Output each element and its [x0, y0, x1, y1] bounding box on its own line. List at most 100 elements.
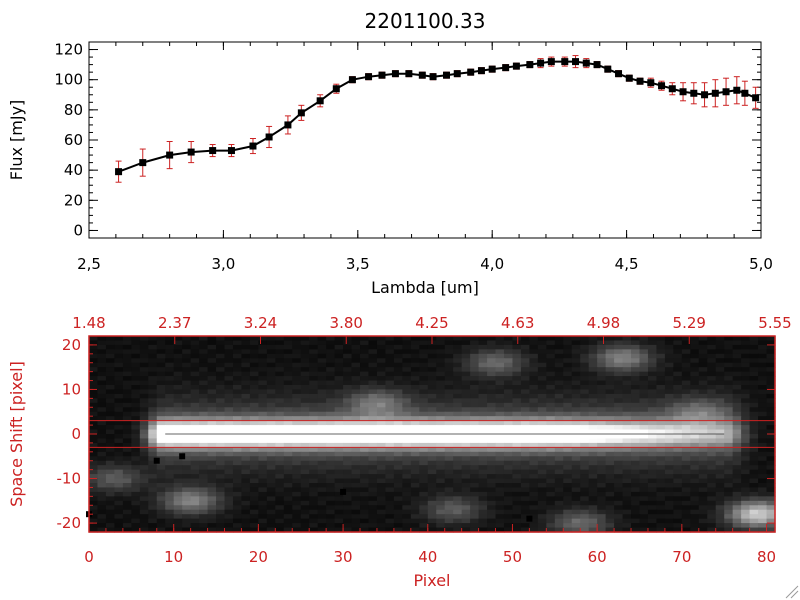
image-pixel	[410, 380, 420, 386]
image-pixel	[580, 398, 590, 404]
image-pixel	[546, 500, 556, 506]
image-pixel	[520, 407, 530, 413]
image-pixel	[580, 389, 590, 395]
image-pixel	[249, 376, 259, 382]
image-pixel	[292, 509, 302, 515]
image-pixel	[393, 376, 403, 382]
image-pixel	[631, 527, 641, 533]
image-pixel	[89, 425, 99, 431]
image-pixel	[258, 487, 268, 493]
image-pixel	[283, 460, 293, 466]
image-pixel	[275, 336, 285, 342]
image-pixel	[622, 496, 632, 502]
image-pixel	[690, 353, 700, 359]
image-pixel	[732, 407, 742, 413]
image-pixel	[436, 434, 446, 440]
image-pixel	[275, 398, 285, 404]
image-pixel	[266, 438, 276, 444]
image-pixel	[673, 367, 683, 373]
image-pixel	[190, 416, 200, 422]
image-pixel	[647, 389, 658, 395]
image-pixel	[520, 429, 530, 435]
image-pixel	[766, 340, 776, 346]
image-pixel	[334, 380, 344, 386]
image-pixel	[156, 438, 166, 444]
image-pixel	[207, 416, 217, 422]
image-pixel	[580, 514, 590, 520]
image-pixel	[758, 358, 768, 364]
image-pixel	[334, 407, 344, 413]
image-pixel	[283, 420, 293, 426]
image-pixel	[190, 483, 200, 489]
image-pixel	[368, 527, 378, 533]
image-pixel	[647, 358, 658, 364]
image-pixel	[173, 434, 183, 440]
image-pixel	[385, 336, 395, 342]
image-pixel	[478, 393, 488, 399]
image-pixel	[148, 420, 158, 426]
image-pixel	[554, 505, 564, 511]
image-pixel	[571, 362, 581, 368]
image-pixel	[698, 509, 708, 515]
image-pixel	[402, 514, 412, 520]
image-pixel	[368, 393, 378, 399]
image-pixel	[622, 509, 632, 515]
image-pixel	[207, 385, 217, 391]
image-pixel	[165, 402, 175, 408]
image-pixel	[190, 371, 200, 377]
image-pixel	[656, 500, 666, 506]
image-pixel	[741, 340, 751, 346]
image-pixel	[758, 491, 768, 497]
image-pixel	[690, 367, 700, 373]
image-pixel	[715, 349, 725, 355]
image-pixel	[478, 349, 488, 355]
image-pixel	[529, 447, 539, 453]
image-pixel	[749, 434, 759, 440]
image-pixel	[741, 451, 751, 457]
image-pixel	[334, 523, 344, 529]
image-pixel	[690, 523, 700, 529]
image-pixel	[444, 474, 454, 480]
image-pixel	[766, 474, 776, 480]
image-pixel	[529, 527, 539, 533]
image-pixel	[275, 505, 285, 511]
image-pixel	[173, 376, 183, 382]
image-pixel	[97, 491, 107, 497]
image-pixel	[410, 465, 420, 471]
image-pixel	[580, 434, 590, 440]
image-pixel	[410, 425, 420, 431]
image-pixel	[580, 393, 590, 399]
image-pixel	[673, 398, 683, 404]
image-pixel	[300, 398, 310, 404]
image-pixel	[537, 358, 547, 364]
image-pixel	[266, 425, 276, 431]
image-pixel	[520, 425, 530, 431]
image-pixel	[326, 465, 336, 471]
image-pixel	[266, 447, 276, 453]
image-pixel	[216, 420, 226, 426]
data-point	[405, 70, 413, 78]
image-pixel	[419, 344, 429, 350]
image-pixel	[605, 336, 615, 342]
image-pixel	[758, 353, 768, 359]
image-pixel	[385, 478, 395, 484]
image-pixel	[470, 442, 480, 448]
image-pixel	[343, 434, 353, 440]
image-pixel	[520, 509, 530, 515]
image-pixel	[436, 402, 446, 408]
resize-grip-icon[interactable]	[785, 585, 799, 599]
image-pixel	[673, 402, 683, 408]
image-pixel	[165, 460, 175, 466]
image-pixel	[681, 478, 691, 484]
image-pixel	[199, 344, 209, 350]
image-pixel	[402, 460, 412, 466]
image-pixel	[139, 407, 149, 413]
image-pixel	[749, 416, 759, 422]
image-pixel	[249, 380, 259, 386]
image-pixel	[360, 367, 370, 373]
image-pixel	[741, 447, 751, 453]
image-pixel	[453, 416, 463, 422]
image-pixel	[351, 527, 361, 533]
image-pixel	[216, 438, 226, 444]
image-pixel	[351, 474, 361, 480]
